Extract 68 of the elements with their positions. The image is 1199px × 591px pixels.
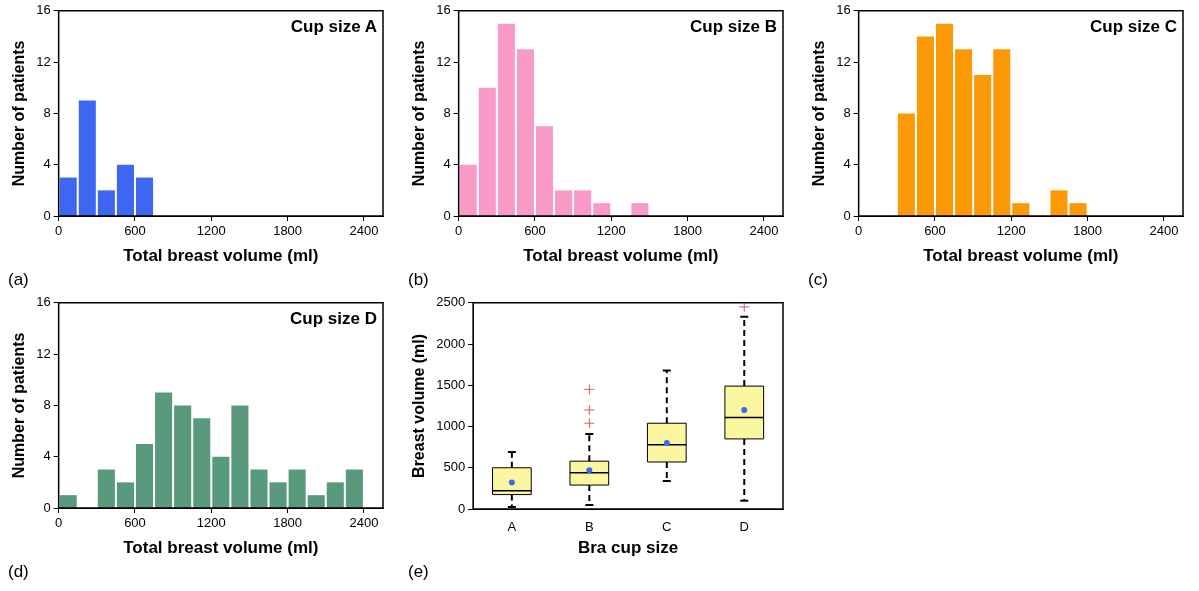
- chart-title: Cup size B: [690, 16, 777, 36]
- x-tick-label: 1200: [196, 515, 226, 531]
- x-tick-label: 1200: [996, 223, 1026, 239]
- y-tick-label: 16: [36, 294, 51, 310]
- y-tick-label: 4: [43, 156, 51, 172]
- x-tick-label: 600: [924, 223, 946, 239]
- y-tick-label: 0: [43, 499, 51, 515]
- x-tick-label: 1200: [196, 223, 226, 239]
- chart-title: Cup size A: [290, 16, 377, 36]
- y-tick-label: 12: [36, 345, 51, 361]
- x-tick-label: 2400: [349, 223, 379, 239]
- x-tick-label: 1800: [673, 223, 703, 239]
- y-tick-label: 4: [843, 156, 851, 172]
- y-tick-label: 16: [836, 2, 851, 18]
- y-tick-label: 4: [443, 156, 451, 172]
- y-tick-label: 12: [836, 53, 851, 69]
- y-tick-label: 12: [36, 53, 51, 69]
- x-tick-label: 0: [55, 223, 63, 239]
- x-tick-label: A: [507, 519, 517, 535]
- x-tick-label: 600: [124, 223, 146, 239]
- x-axis-title: Total breast volume (ml): [923, 246, 1119, 266]
- x-axis-title: Total breast volume (ml): [523, 246, 719, 266]
- text: (d): [8, 562, 29, 582]
- y-tick-label: 4: [43, 448, 51, 464]
- chart-title: Cup size D: [290, 308, 377, 328]
- y-tick-label: 500: [443, 459, 466, 475]
- y-tick-label: 16: [436, 2, 451, 18]
- x-tick-label: 1800: [273, 515, 303, 531]
- x-tick-label: 2400: [349, 515, 379, 531]
- x-tick-label: 600: [524, 223, 546, 239]
- y-tick-label: 0: [843, 207, 851, 223]
- x-tick-label: 600: [124, 515, 146, 531]
- x-axis-title: Total breast volume (ml): [123, 246, 319, 266]
- x-tick-label: D: [739, 519, 749, 535]
- x-tick-label: 2400: [749, 223, 779, 239]
- y-tick-label: 8: [843, 104, 851, 120]
- y-tick-label: 1000: [436, 418, 466, 434]
- y-tick-label: 0: [43, 207, 51, 223]
- x-tick-label: 2400: [1149, 223, 1179, 239]
- y-tick-label: 2500: [436, 294, 466, 310]
- x-axis-title: Bra cup size: [577, 538, 679, 558]
- y-tick-label: 2000: [436, 335, 466, 351]
- x-tick-label: B: [584, 519, 594, 535]
- x-tick-label: C: [662, 519, 672, 535]
- y-tick-label: 0: [443, 207, 451, 223]
- x-tick-label: 1800: [1073, 223, 1103, 239]
- y-tick-label: 0: [457, 500, 466, 516]
- y-tick-label: 8: [443, 104, 451, 120]
- chart-title: Cup size C: [1090, 16, 1177, 36]
- y-axis-title: Number of patients: [410, 40, 428, 187]
- y-tick-label: 12: [436, 53, 451, 69]
- y-tick-label: 16: [36, 2, 51, 18]
- y-tick-label: 8: [43, 104, 51, 120]
- text: (e): [408, 562, 429, 582]
- x-tick-label: 1800: [273, 223, 303, 239]
- y-axis-title: Number of patients: [10, 332, 28, 479]
- text: (b): [408, 270, 429, 290]
- y-tick-label: 1500: [436, 376, 466, 392]
- text: (c): [808, 270, 828, 290]
- x-tick-label: 1200: [596, 223, 626, 239]
- y-axis-title: Number of patients: [10, 40, 28, 187]
- x-tick-label: 0: [855, 223, 863, 239]
- text: (a): [8, 270, 29, 290]
- y-axis-title: Breast volume (ml): [410, 333, 428, 478]
- x-axis-title: Total breast volume (ml): [123, 538, 319, 558]
- y-tick-label: 8: [43, 396, 51, 412]
- y-axis-title: Number of patients: [810, 40, 828, 187]
- x-tick-label: 0: [55, 515, 63, 531]
